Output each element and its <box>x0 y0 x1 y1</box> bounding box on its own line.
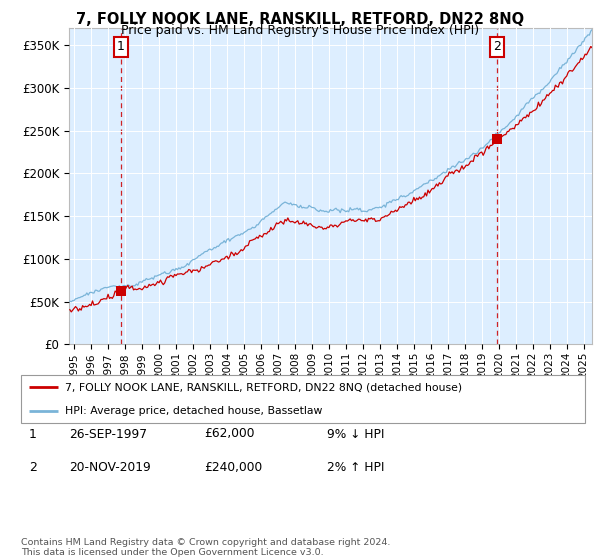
Text: 1: 1 <box>29 427 37 441</box>
Text: Price paid vs. HM Land Registry's House Price Index (HPI): Price paid vs. HM Land Registry's House … <box>121 24 479 36</box>
Text: 9% ↓ HPI: 9% ↓ HPI <box>327 427 385 441</box>
Text: 7, FOLLY NOOK LANE, RANSKILL, RETFORD, DN22 8NQ: 7, FOLLY NOOK LANE, RANSKILL, RETFORD, D… <box>76 12 524 27</box>
Text: 2: 2 <box>493 40 501 54</box>
Text: 2% ↑ HPI: 2% ↑ HPI <box>327 461 385 474</box>
Text: HPI: Average price, detached house, Bassetlaw: HPI: Average price, detached house, Bass… <box>65 406 322 416</box>
Text: £240,000: £240,000 <box>204 461 262 474</box>
Text: 26-SEP-1997: 26-SEP-1997 <box>69 427 147 441</box>
Text: 20-NOV-2019: 20-NOV-2019 <box>69 461 151 474</box>
FancyBboxPatch shape <box>21 375 585 423</box>
Text: Contains HM Land Registry data © Crown copyright and database right 2024.
This d: Contains HM Land Registry data © Crown c… <box>21 538 391 557</box>
Text: £62,000: £62,000 <box>204 427 254 441</box>
Text: 1: 1 <box>117 40 125 54</box>
Text: 2: 2 <box>29 461 37 474</box>
Text: 7, FOLLY NOOK LANE, RANSKILL, RETFORD, DN22 8NQ (detached house): 7, FOLLY NOOK LANE, RANSKILL, RETFORD, D… <box>65 382 462 392</box>
